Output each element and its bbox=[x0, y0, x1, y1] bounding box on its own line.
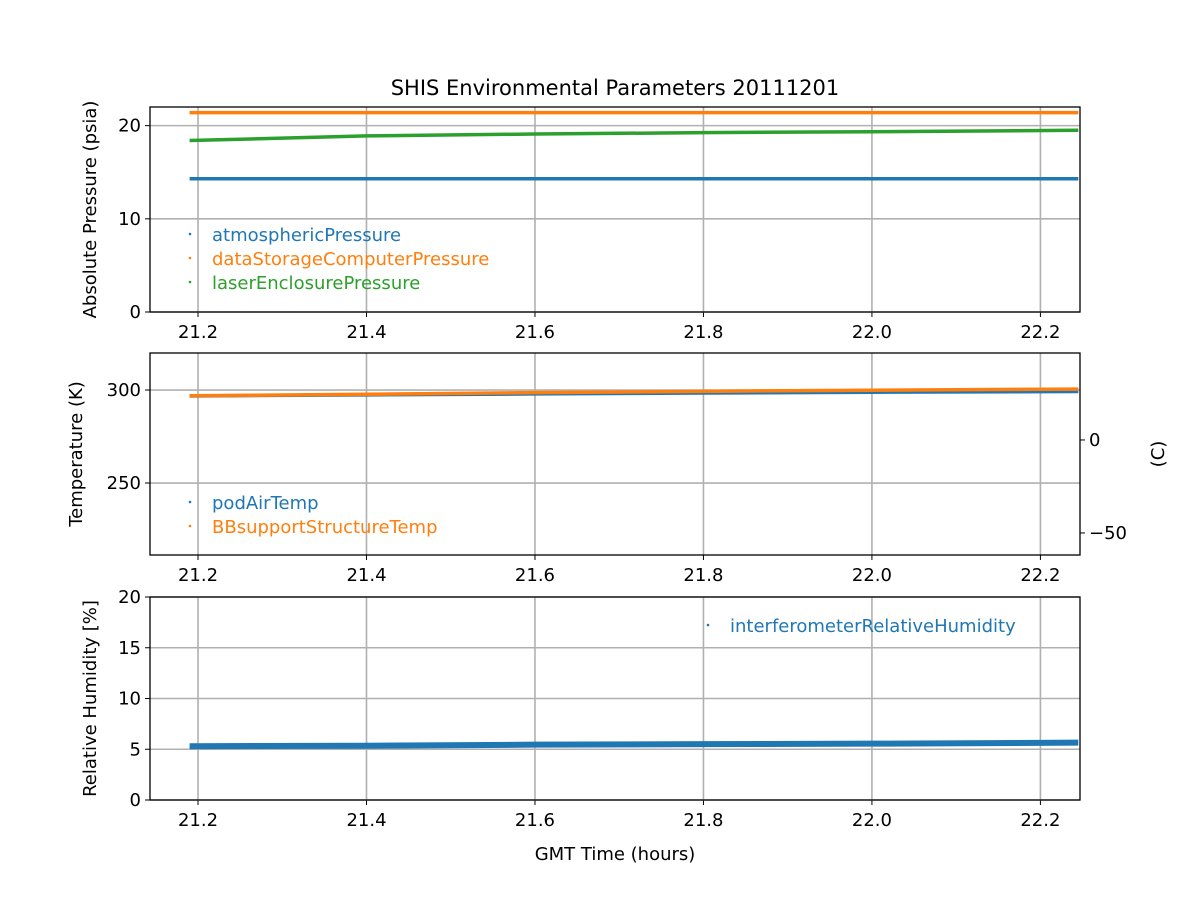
axes-3: 21.2 21.4 21.6 21.8 22.0 22.2 0 5 10 15 20 Relative… bbox=[80, 587, 1081, 865]
y-tick-label: 250 bbox=[107, 473, 141, 494]
x-tick-label: 22.0 bbox=[852, 322, 892, 343]
x-tick-label: 21.8 bbox=[683, 810, 723, 831]
axes-frame bbox=[149, 352, 1081, 556]
legend: interferometerRelativeHumidity bbox=[706, 616, 1016, 637]
y-tick-label: 15 bbox=[118, 638, 141, 659]
axes-2: 21.2 21.4 21.6 21.8 22.0 22.2 250 300 −50 0 (C) Tem… bbox=[66, 352, 1169, 586]
x-tick-label: 21.8 bbox=[683, 322, 723, 343]
y-tick-label: 0 bbox=[130, 302, 141, 323]
legend: podAirTemp BBsupportStructureTemp bbox=[188, 493, 438, 538]
x-tick-label: 21.8 bbox=[683, 565, 723, 586]
legend-marker bbox=[706, 623, 710, 627]
right-y-tick-label: −50 bbox=[1089, 523, 1127, 544]
x-tick-label: 22.0 bbox=[852, 810, 892, 831]
legend-entry: BBsupportStructureTemp bbox=[212, 517, 438, 538]
y-axis-label: Temperature (K) bbox=[66, 381, 87, 528]
y-tick-label: 5 bbox=[130, 739, 141, 760]
legend-marker bbox=[188, 280, 192, 284]
x-tick-label: 21.4 bbox=[346, 322, 386, 343]
x-tick-label: 21.4 bbox=[346, 565, 386, 586]
x-tick-label: 21.4 bbox=[346, 810, 386, 831]
legend-entry: podAirTemp bbox=[212, 493, 319, 514]
x-tick-label: 21.2 bbox=[178, 565, 218, 586]
series-interferometerRelativeHumidity bbox=[189, 739, 1079, 750]
axes-frame bbox=[149, 596, 1081, 801]
y-tick-label: 20 bbox=[118, 116, 141, 137]
x-tick-label: 21.6 bbox=[515, 565, 555, 586]
legend-entry: dataStorageComputerPressure bbox=[212, 249, 489, 270]
y-tick-label: 10 bbox=[118, 689, 141, 710]
legend: atmosphericPressure dataStorageComputerPr… bbox=[188, 225, 489, 294]
x-tick-label: 22.2 bbox=[1020, 810, 1060, 831]
axes-1: 21.2 21.4 21.6 21.8 22.0 22.2 0 10 20 Absolute Pr… bbox=[80, 76, 1081, 343]
y-tick-label: 300 bbox=[107, 380, 141, 401]
axes-frame bbox=[149, 106, 1081, 313]
y-tick-label: 10 bbox=[118, 209, 141, 230]
y-axis-label: Absolute Pressure (psia) bbox=[80, 101, 101, 319]
legend-marker bbox=[188, 500, 192, 504]
legend-entry: atmosphericPressure bbox=[212, 225, 401, 246]
x-axis-label: GMT Time (hours) bbox=[535, 844, 696, 865]
right-y-axis-label: (C) bbox=[1148, 441, 1169, 468]
y-axis-label: Relative Humidity [%] bbox=[80, 600, 101, 797]
series-laserEnclosurePressure bbox=[189, 128, 1079, 143]
x-tick-label: 22.2 bbox=[1020, 322, 1060, 343]
x-tick-label: 21.2 bbox=[178, 810, 218, 831]
right-y-tick-label: 0 bbox=[1089, 430, 1100, 451]
x-tick-label: 22.2 bbox=[1020, 565, 1060, 586]
legend-marker bbox=[188, 256, 192, 260]
legend-entry: laserEnclosurePressure bbox=[212, 273, 420, 294]
x-tick-label: 22.0 bbox=[852, 565, 892, 586]
x-tick-label: 21.6 bbox=[515, 810, 555, 831]
y-tick-label: 20 bbox=[118, 587, 141, 608]
x-tick-label: 21.6 bbox=[515, 322, 555, 343]
legend-entry: interferometerRelativeHumidity bbox=[730, 616, 1016, 637]
legend-marker bbox=[188, 524, 192, 528]
y-tick-label: 0 bbox=[130, 790, 141, 811]
x-tick-label: 21.2 bbox=[178, 322, 218, 343]
series-BBsupportStructureTemp bbox=[189, 387, 1079, 398]
legend-marker bbox=[188, 232, 192, 236]
chart-title: SHIS Environmental Parameters 20111201 bbox=[391, 76, 840, 100]
